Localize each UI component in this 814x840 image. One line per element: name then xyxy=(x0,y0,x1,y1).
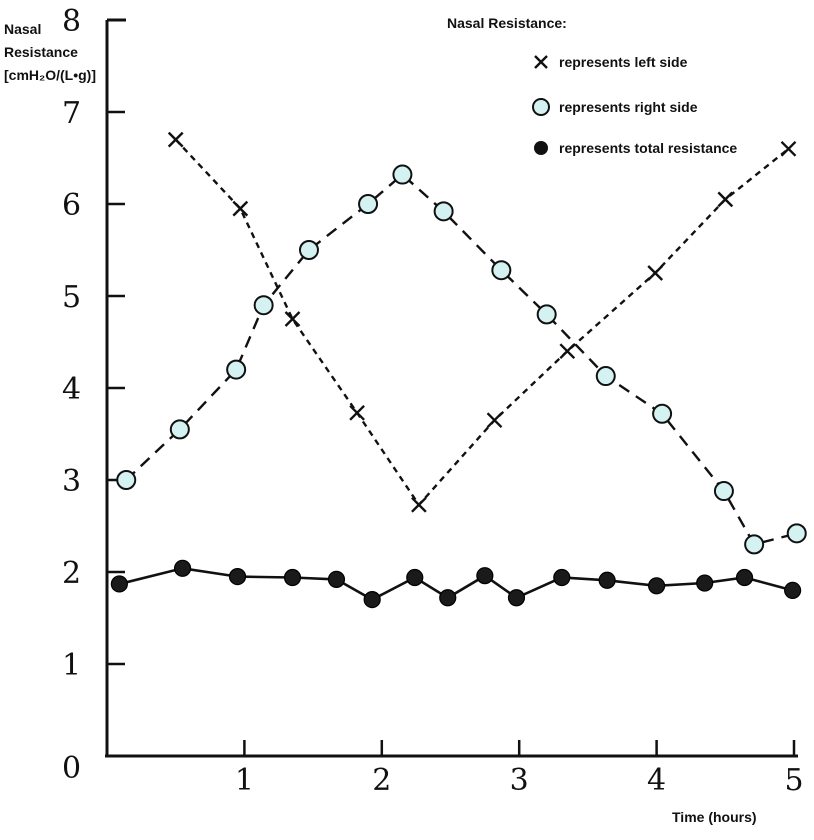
y-axis-title-line-3: [cmH₂O/(L•g)] xyxy=(4,67,96,83)
right-side-point xyxy=(713,481,734,502)
x-tick-label: 4 xyxy=(647,763,666,798)
left-side-point xyxy=(486,412,503,429)
left-side-point xyxy=(717,191,734,208)
right-side-point xyxy=(253,295,274,316)
left-side-point xyxy=(232,200,249,217)
right-side-point xyxy=(298,240,319,260)
right-side-point xyxy=(116,470,137,490)
y-axis-title-line-1: Nasal xyxy=(4,21,41,37)
x-tick-label: 3 xyxy=(510,763,529,798)
left-side-point xyxy=(559,343,576,360)
series-layer xyxy=(110,131,807,609)
y-axis-title: Nasal Resistance [cmH₂O/(L•g)] xyxy=(4,21,96,83)
left-side-point xyxy=(284,311,301,327)
x-ticks: 1 2 3 4 5 xyxy=(235,740,804,798)
legend-label-left: represents left side xyxy=(559,54,688,70)
total-resistance-point xyxy=(439,589,457,607)
right-side-point xyxy=(536,304,557,325)
x-marker-icon xyxy=(534,55,548,69)
right-side-point xyxy=(786,523,807,544)
y-tick-label: 7 xyxy=(62,96,81,131)
total-resistance-point xyxy=(553,568,571,587)
y-tick-label: 6 xyxy=(62,188,81,223)
left-side-point xyxy=(167,131,184,148)
right-side-point xyxy=(358,194,379,214)
legend-title: Nasal Resistance: xyxy=(447,15,567,31)
total-resistance-point xyxy=(228,567,247,586)
total-resistance-point xyxy=(173,559,192,577)
open-circle-marker-icon xyxy=(532,98,550,116)
left-side-point xyxy=(411,496,427,513)
left-side-point xyxy=(349,404,365,421)
y-tick-label: 3 xyxy=(62,464,81,499)
right-side-point xyxy=(595,366,616,387)
legend-item-right: represents right side xyxy=(532,98,698,116)
series-left-line xyxy=(174,138,790,507)
total-resistance-point xyxy=(476,567,494,585)
series-left xyxy=(167,131,797,513)
legend-label-total: represents total resistance xyxy=(559,140,737,156)
total-resistance-point xyxy=(598,571,616,589)
left-side-point xyxy=(780,140,797,157)
series-right xyxy=(116,164,807,555)
right-side-point xyxy=(226,359,247,380)
total-resistance-point xyxy=(110,575,128,593)
x-tick-label: 1 xyxy=(235,763,254,798)
legend-label-right: represents right side xyxy=(559,99,698,115)
right-side-point xyxy=(744,534,765,555)
right-side-point xyxy=(491,260,512,281)
total-resistance-point xyxy=(327,570,346,588)
x-axis-title: Time (hours) xyxy=(672,809,757,825)
x-tick-label: 2 xyxy=(372,763,391,798)
series-total xyxy=(110,559,802,609)
y-ticks: 1 2 3 4 5 6 7 8 xyxy=(62,4,125,683)
legend-item-left: represents left side xyxy=(534,54,688,70)
x-tick-label: 5 xyxy=(784,763,803,798)
origin-label: 0 xyxy=(62,751,81,786)
y-axis-title-line-2: Resistance xyxy=(4,44,78,60)
legend: Nasal Resistance: represents left side r… xyxy=(447,15,737,156)
total-resistance-point xyxy=(696,574,714,592)
right-side-point xyxy=(433,201,454,222)
y-tick-label: 2 xyxy=(62,556,81,591)
total-resistance-point xyxy=(406,568,424,587)
plot-area xyxy=(105,18,798,758)
y-tick-label: 5 xyxy=(62,280,81,315)
right-side-point xyxy=(652,403,673,424)
left-side-point xyxy=(647,265,664,281)
y-tick-label: 4 xyxy=(62,372,81,407)
y-tick-label: 1 xyxy=(62,648,81,683)
filled-circle-marker-icon xyxy=(534,141,548,155)
series-right-line xyxy=(125,173,798,546)
right-side-point xyxy=(169,419,190,440)
total-resistance-point xyxy=(735,568,754,587)
total-resistance-point xyxy=(507,589,526,607)
series-total-line xyxy=(119,566,793,602)
y-tick-label: 8 xyxy=(62,4,81,39)
total-resistance-point xyxy=(784,581,802,600)
right-side-point xyxy=(392,164,413,185)
legend-item-total: represents total resistance xyxy=(534,140,737,156)
total-resistance-point xyxy=(363,590,381,609)
total-resistance-point xyxy=(283,568,302,587)
total-resistance-point xyxy=(647,577,666,595)
